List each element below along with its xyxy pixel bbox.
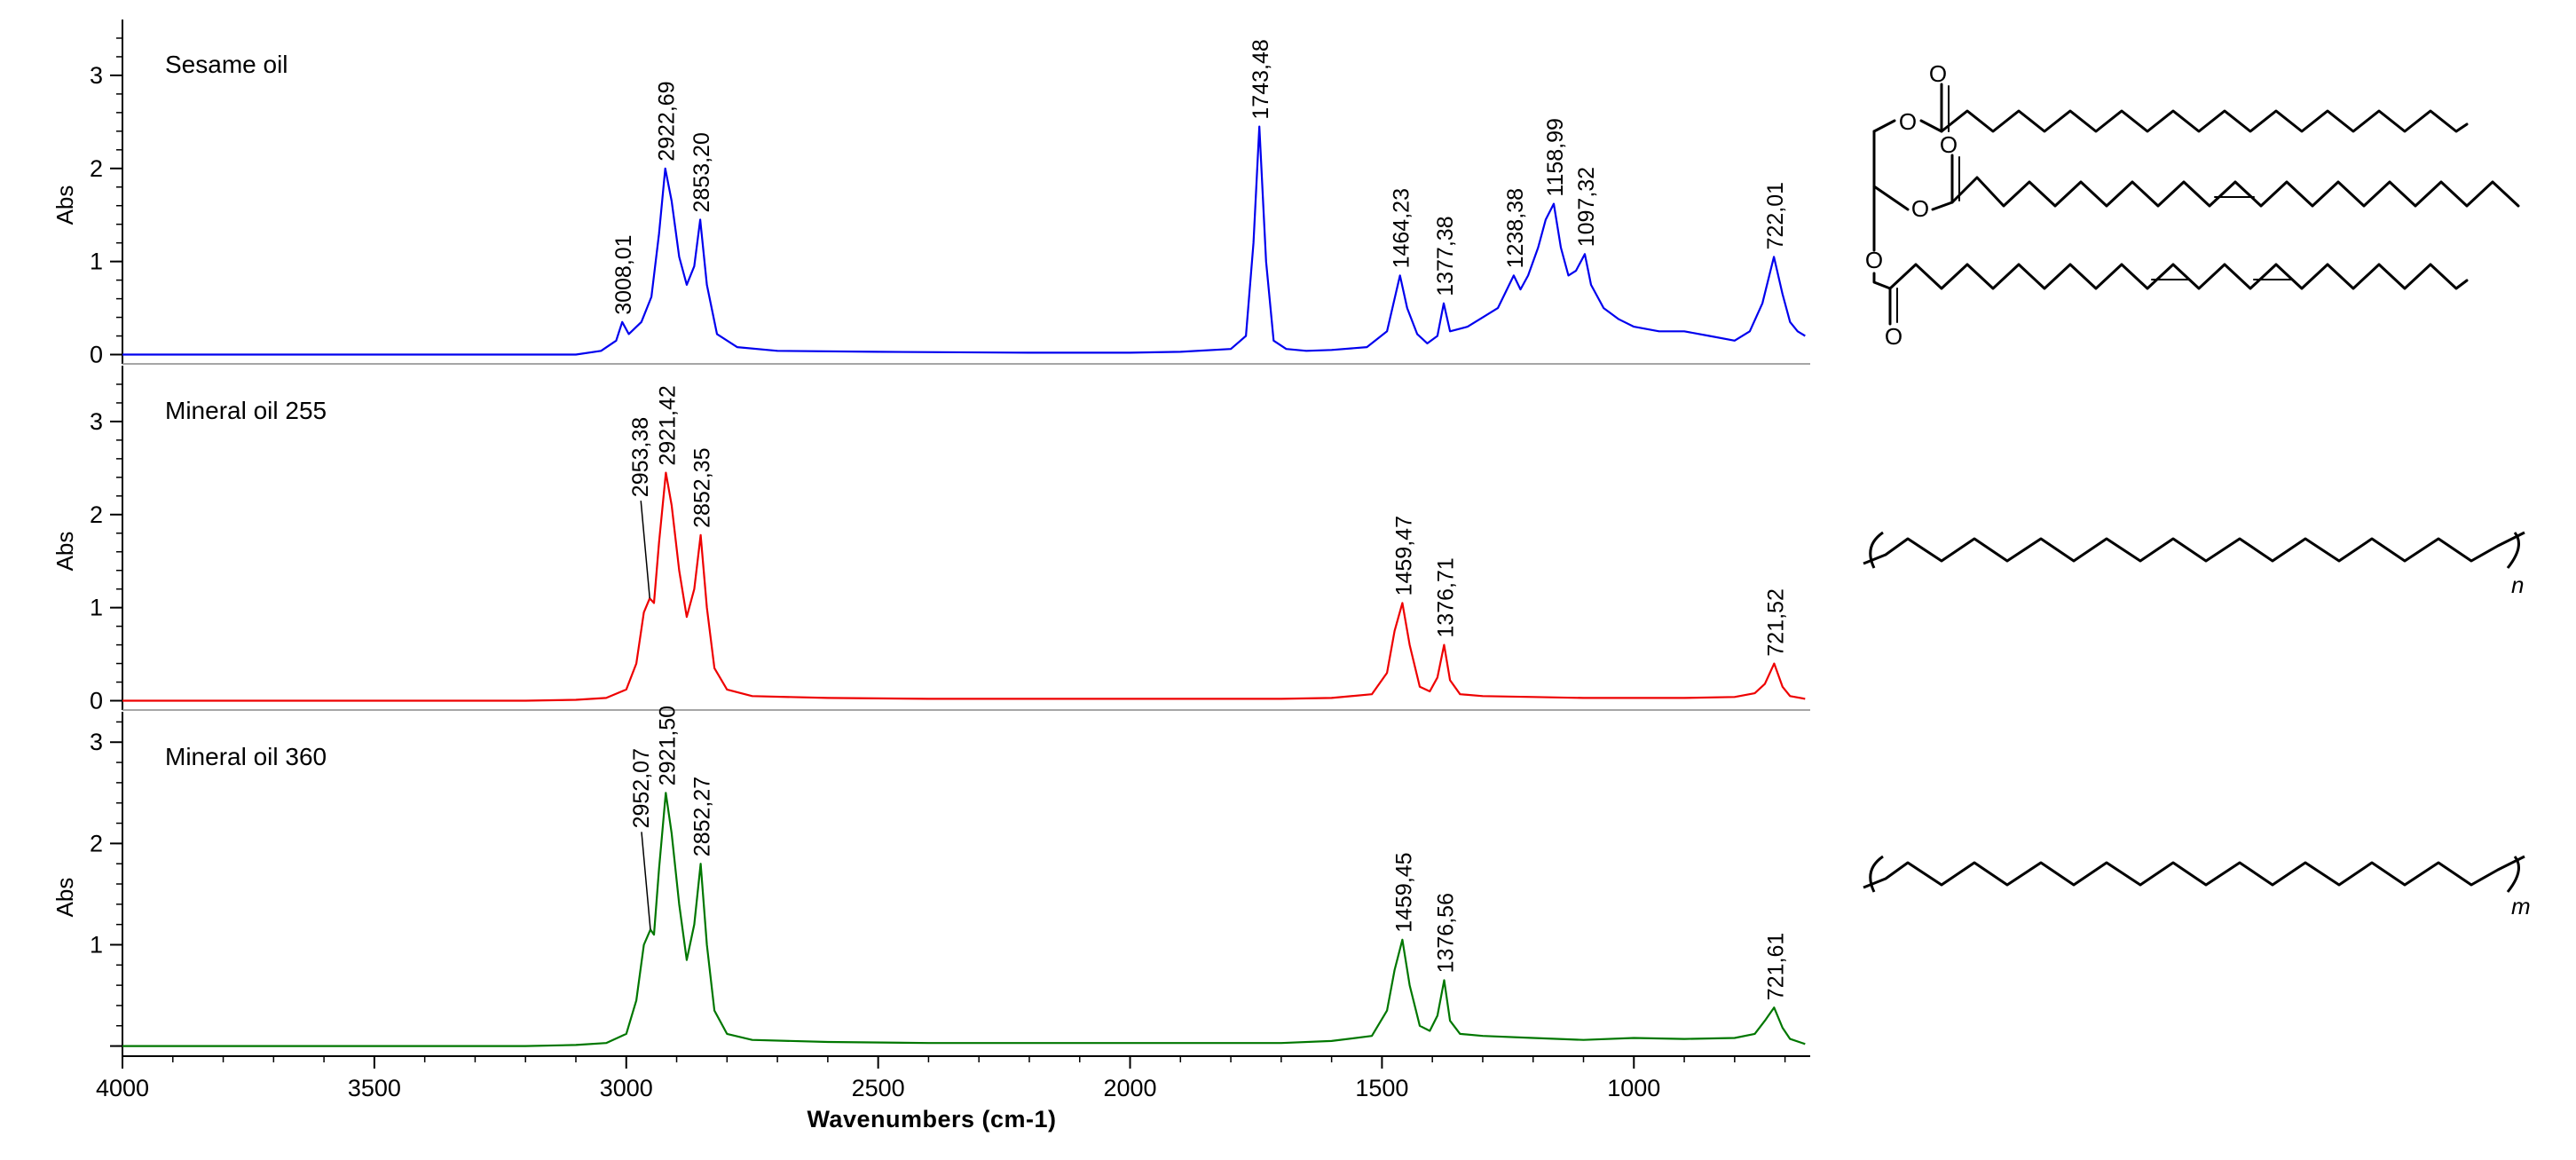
- panel-title: Mineral oil 255: [165, 397, 327, 424]
- peak-label: 2852,27: [690, 777, 715, 856]
- peak-label: 722,01: [1763, 182, 1788, 249]
- peak-label: 721,61: [1763, 933, 1788, 1000]
- x-tick-label: 2500: [852, 1075, 905, 1101]
- peak-label: 2953,38: [628, 417, 653, 497]
- polymer-subscript-m: m: [2511, 893, 2531, 919]
- spectrum-line: [122, 792, 1806, 1047]
- glycerol-backbone: [1872, 130, 1910, 243]
- peak-label: 1097,32: [1574, 167, 1599, 247]
- peak-label: 721,52: [1763, 588, 1788, 656]
- atom-label: O: [1899, 108, 1917, 135]
- triglyceride-structure: [1872, 83, 2520, 326]
- triglyceride-atom-labels: O O O O O O: [1865, 60, 1958, 350]
- peak-label: 1743,48: [1249, 39, 1273, 119]
- peak-label: 2853,20: [689, 132, 714, 212]
- peak-leader-line: [640, 501, 650, 599]
- y-axis-label: Abs: [51, 878, 78, 918]
- peak-label: 1459,45: [1391, 852, 1416, 932]
- x-tick-label: 2000: [1103, 1075, 1156, 1101]
- y-tick-label: 1: [90, 931, 103, 958]
- peak-label: 1459,47: [1391, 516, 1416, 596]
- y-tick-label: 0: [90, 342, 103, 368]
- atom-label: O: [1885, 323, 1902, 350]
- y-tick-label: 0: [90, 688, 103, 714]
- peak-label: 1238,38: [1503, 188, 1528, 268]
- spectrum-panel: 0 1 2 3 Abs Mineral oil 255 2953,38 2921,42 2852…: [51, 366, 1810, 714]
- x-axis: 4000 3500 3000 2500 2000 1500 1000: [96, 1055, 1810, 1101]
- x-tick-label: 1500: [1355, 1075, 1408, 1101]
- polymer-structure-m: [1863, 855, 2525, 893]
- y-tick-label: 3: [90, 729, 103, 755]
- peak-label: 2921,50: [655, 706, 680, 785]
- atom-label: O: [1865, 247, 1883, 273]
- atom-label: O: [1940, 131, 1958, 158]
- y-axis-label: Abs: [51, 185, 78, 225]
- peak-label: 1158,99: [1543, 118, 1568, 197]
- peak-label: 2952,07: [629, 748, 654, 828]
- peak-label: 3008,01: [611, 234, 636, 314]
- y-tick-label: 1: [90, 595, 103, 621]
- y-tick-label: 2: [90, 501, 103, 528]
- y-tick-label: 2: [90, 155, 103, 182]
- x-tick-label: 1000: [1607, 1075, 1660, 1101]
- peak-label: 1377,38: [1433, 216, 1458, 296]
- spectrum-line: [122, 125, 1806, 356]
- acyl-chain-middle: [1931, 176, 2520, 211]
- spectrum-line: [122, 471, 1806, 702]
- peak-leader-line: [641, 832, 651, 930]
- peak-label: 1464,23: [1390, 188, 1414, 268]
- acyl-chain-top: [1872, 109, 2469, 133]
- panel-title: Sesame oil: [165, 51, 288, 78]
- atom-label: O: [1929, 60, 1947, 87]
- peak-label: 2922,69: [655, 81, 680, 161]
- polymer-structure-n: [1863, 531, 2525, 569]
- panel-title: Mineral oil 360: [165, 743, 327, 770]
- atom-label: O: [1911, 195, 1929, 222]
- peak-label: 2852,35: [690, 448, 715, 528]
- y-tick-label: 1: [90, 249, 103, 275]
- x-axis-label: Wavenumbers (cm-1): [807, 1106, 1056, 1132]
- y-axis-label: Abs: [51, 532, 78, 572]
- x-tick-label: 4000: [96, 1075, 149, 1101]
- y-tick-label: 3: [90, 408, 103, 435]
- y-tick-label: 3: [90, 62, 103, 89]
- peak-label: 1376,56: [1434, 893, 1459, 973]
- polymer-subscript-n: n: [2511, 572, 2524, 598]
- peak-label: 1376,71: [1433, 557, 1458, 637]
- x-tick-label: 3000: [600, 1075, 653, 1101]
- peak-label: 2921,42: [655, 385, 680, 465]
- spectrum-panel: 0 1 2 3 Abs Sesame oil 3008,01 2922,69 2853,20 17…: [51, 20, 1810, 368]
- x-tick-label: 3500: [348, 1075, 401, 1101]
- y-tick-label: 2: [90, 830, 103, 856]
- acyl-chain-bottom: [1872, 240, 2469, 290]
